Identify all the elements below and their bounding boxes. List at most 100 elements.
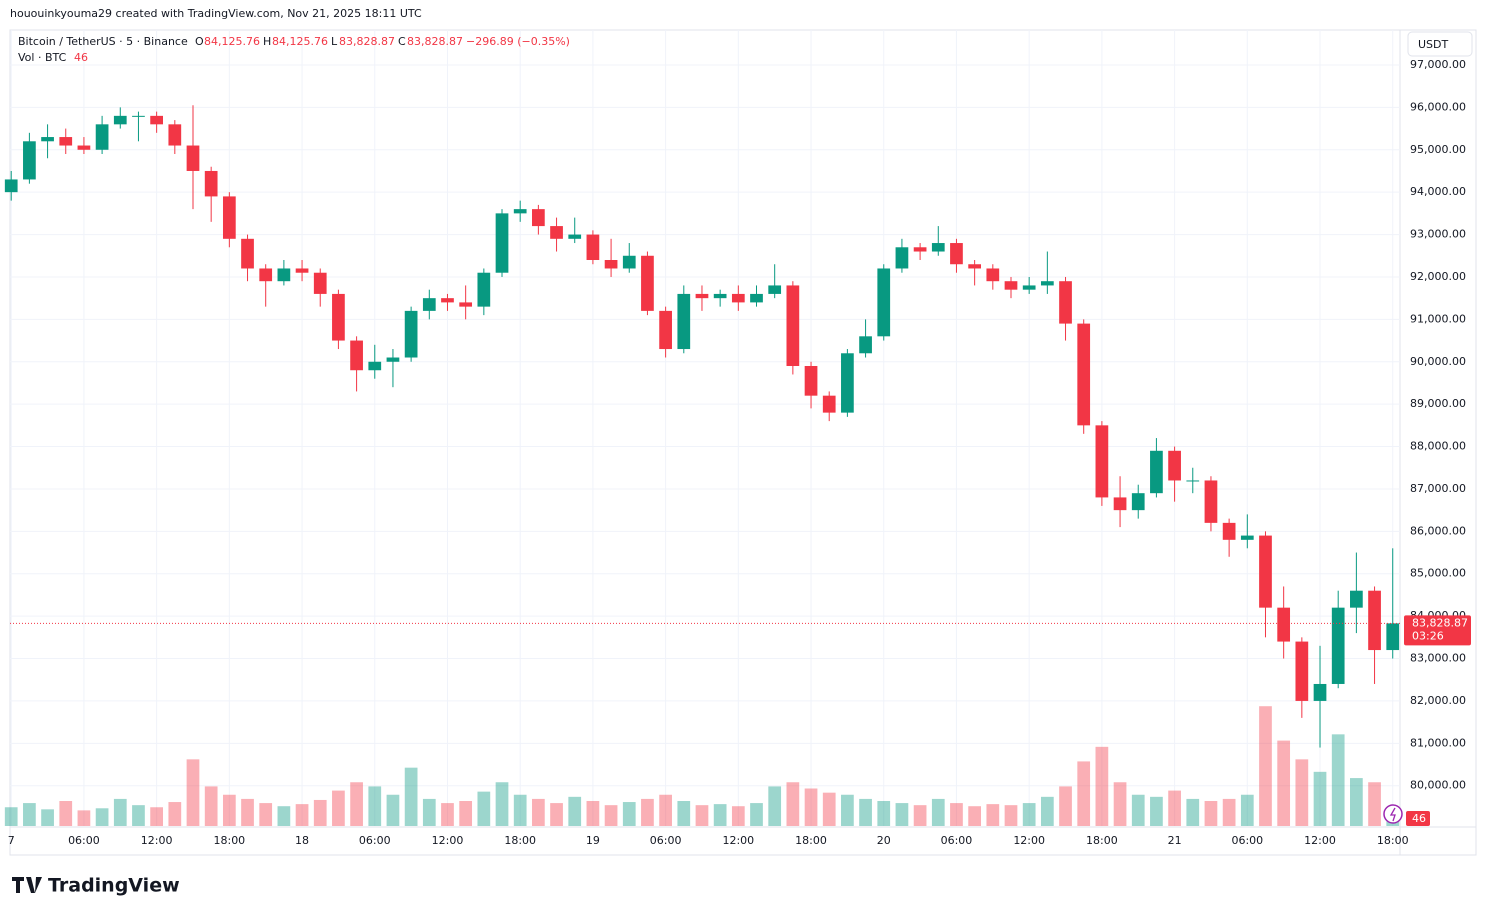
volume-bar [1240, 794, 1254, 826]
candle-body [1277, 607, 1291, 642]
candle-body [4, 179, 18, 193]
candle-body [532, 209, 545, 227]
volume-bar [804, 788, 818, 826]
credit: hououinkyouma29 created with TradingView… [10, 7, 422, 20]
candle-body [459, 302, 473, 307]
candle-body [768, 285, 782, 294]
volume-bar [59, 801, 73, 826]
candle-body [313, 272, 327, 294]
candle-body [550, 226, 563, 239]
volume-bar [1350, 778, 1363, 826]
candle-body [1313, 683, 1327, 701]
y-tick-label: 87,000.00 [1410, 482, 1466, 495]
candle-body [495, 213, 509, 273]
y-tick-label: 89,000.00 [1410, 397, 1466, 410]
y-tick-label: 92,000.00 [1410, 270, 1466, 283]
candle-body [622, 255, 636, 269]
volume-bar [204, 786, 218, 826]
candle-body [786, 285, 800, 366]
candle-body [568, 234, 582, 239]
volume-bar [495, 782, 509, 826]
volume-bar [1095, 746, 1109, 826]
volume-bar [477, 791, 491, 826]
volume-bar [132, 805, 145, 826]
volume-bar [459, 801, 473, 826]
volume-bar [1004, 805, 1018, 826]
volume-bar [1204, 801, 1218, 826]
volume-bar [986, 804, 1000, 826]
alert-icon[interactable] [1383, 804, 1403, 824]
x-tick-label: 06:00 [1231, 834, 1263, 847]
y-tick-label: 97,000.00 [1410, 58, 1466, 71]
brand: TradingView [48, 875, 180, 897]
candle-body [1386, 623, 1400, 651]
candle-body [841, 353, 854, 413]
y-tick-label: 80,000.00 [1410, 779, 1466, 792]
volume-bar [513, 794, 527, 826]
y-tick-label: 86,000.00 [1410, 524, 1466, 537]
candle-body [750, 293, 763, 303]
volume-bar [241, 798, 254, 826]
volume-bar [77, 810, 91, 826]
currency-button[interactable] [1407, 31, 1473, 57]
vol-label: Vol · BTC [18, 51, 67, 64]
volume-bar [1113, 782, 1127, 826]
volume-bar [350, 782, 363, 826]
volume-bar [95, 808, 109, 826]
candle-body [677, 293, 691, 350]
candle-body [168, 124, 182, 146]
candle-body [986, 268, 1000, 282]
candle-body [477, 272, 491, 307]
y-tick-label: 88,000.00 [1410, 440, 1466, 453]
volume-bar [1022, 803, 1036, 826]
candle-body [404, 310, 418, 358]
candle-body [804, 365, 818, 396]
volume-bar [1222, 798, 1236, 826]
volume-bar [877, 801, 891, 826]
candle-body [259, 268, 273, 282]
candle-body [1331, 607, 1345, 684]
volume-bar [968, 806, 982, 826]
candle-body [277, 268, 291, 282]
x-tick-label: 12:00 [1013, 834, 1045, 847]
currency[interactable]: USDT [1418, 38, 1449, 51]
volume-bar [1131, 794, 1145, 826]
y-tick-label: 94,000.00 [1410, 185, 1466, 198]
volume-bar [950, 803, 963, 826]
candle-body [877, 268, 891, 337]
volume-bar [1313, 771, 1327, 826]
candle-body [441, 298, 454, 303]
volume-bar [186, 759, 200, 826]
x-tick-label: 12:00 [1304, 834, 1336, 847]
open-value: 84,125.76 [204, 35, 260, 48]
volume-bar [332, 790, 345, 826]
low-value: 83,828.87 [339, 35, 395, 48]
candle-body [1168, 450, 1181, 481]
x-tick-label: 21 [1168, 834, 1182, 847]
close-value: 83,828.87 [407, 35, 463, 48]
volume-bar [931, 798, 945, 826]
candle-body [1295, 641, 1309, 701]
candle-body [222, 196, 236, 239]
candle-body [1368, 590, 1381, 651]
candle-body [1059, 281, 1072, 324]
volume-bar [641, 798, 654, 826]
y-tick-label: 81,000.00 [1410, 736, 1466, 749]
last-price-tag [1404, 615, 1471, 646]
x-tick-label: 20 [877, 834, 891, 847]
candle-body [731, 293, 745, 303]
candle-body [332, 293, 345, 341]
y-tick-label: 90,000.00 [1410, 355, 1466, 368]
volume-bar [1168, 790, 1181, 826]
candle-body [77, 145, 91, 150]
candle-body [1259, 535, 1272, 608]
volume-bar [750, 803, 763, 826]
candle-body [95, 124, 109, 150]
volume-bar [568, 796, 582, 826]
candle-body [1240, 535, 1254, 540]
x-tick-label: 06:00 [941, 834, 973, 847]
volume-bar [659, 794, 672, 826]
volume-bar [604, 805, 618, 826]
volume-bar [259, 803, 273, 826]
y-tick-label: 83,000.00 [1410, 652, 1466, 665]
